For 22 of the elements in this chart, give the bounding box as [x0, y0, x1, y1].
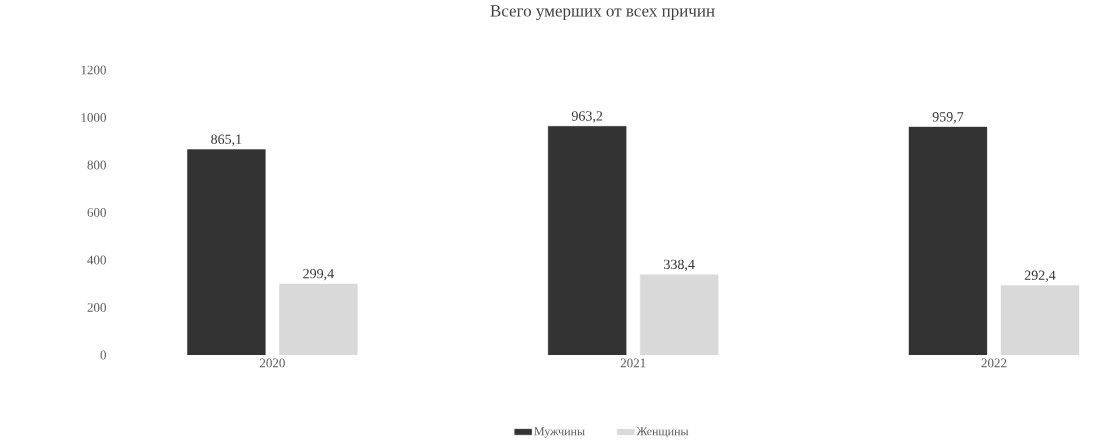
legend-label: Женщины [636, 427, 689, 438]
data-label: 865,1 [211, 134, 242, 146]
y-tick-label: 1200 [81, 65, 106, 75]
y-tick-label: 200 [87, 303, 106, 312]
y-tick-label: 0 [100, 350, 106, 360]
data-label: 299,4 [303, 268, 334, 281]
data-label: 959,7 [932, 112, 964, 124]
x-tick-label: 2022 [981, 358, 1007, 368]
bar [187, 149, 266, 355]
y-tick-label: 400 [87, 255, 106, 265]
chart-title: Всего умерших от всех причин [490, 5, 715, 21]
y-tick-label: 600 [87, 208, 106, 217]
data-label: 963,2 [571, 111, 603, 123]
bar [547, 126, 627, 355]
bar [908, 126, 988, 355]
y-tick-label: 1000 [81, 113, 106, 122]
x-tick-label: 2020 [259, 358, 285, 368]
data-label: 292,4 [1024, 270, 1056, 283]
legend-label: Мужчины [534, 427, 585, 438]
y-tick-label: 800 [87, 160, 106, 170]
data-label: 338,4 [664, 259, 695, 272]
x-tick-label: 2021 [620, 358, 646, 368]
